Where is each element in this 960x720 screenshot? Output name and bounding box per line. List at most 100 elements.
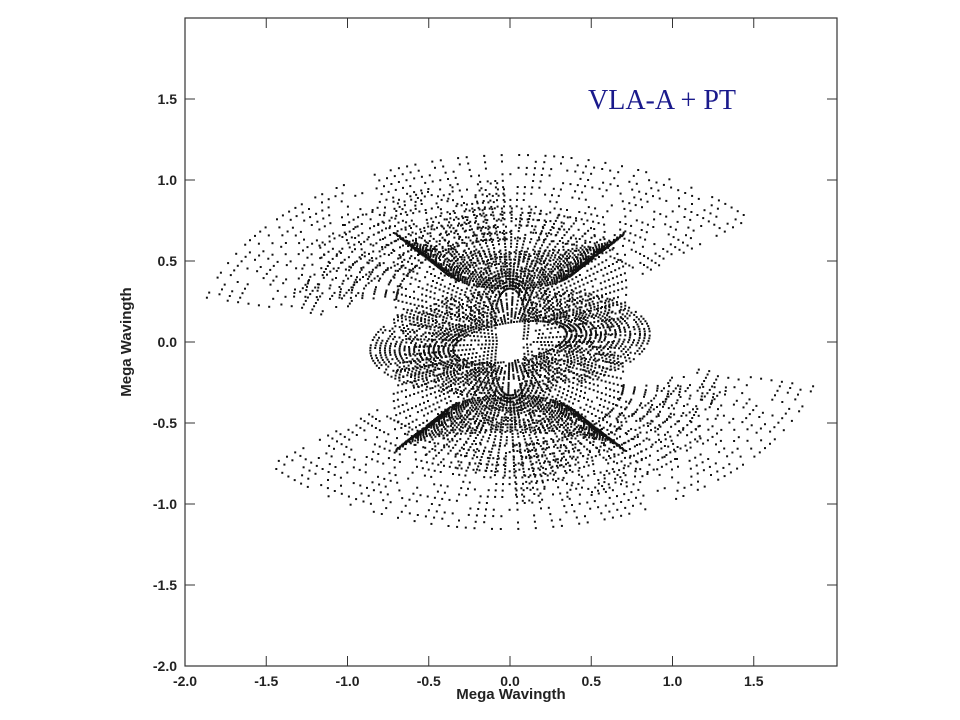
uv-point — [476, 410, 478, 413]
uv-point — [588, 345, 591, 348]
uv-point — [574, 413, 577, 415]
uv-point — [432, 457, 435, 460]
uv-point — [413, 393, 416, 395]
uv-point — [597, 325, 600, 327]
uv-point — [575, 270, 578, 273]
uv-point — [535, 291, 538, 294]
uv-point — [575, 393, 577, 396]
uv-point — [417, 338, 420, 341]
uv-point — [441, 295, 444, 298]
uv-point — [589, 328, 592, 331]
uv-point — [462, 406, 465, 408]
uv-point — [418, 424, 421, 427]
uv-point — [637, 339, 640, 342]
uv-point — [495, 304, 498, 307]
uv-point — [475, 248, 478, 251]
uv-point — [477, 251, 480, 254]
uv-point — [633, 339, 635, 342]
uv-point — [459, 417, 462, 420]
uv-point — [489, 234, 492, 237]
uv-point — [386, 373, 389, 376]
uv-point — [521, 392, 524, 395]
uv-point — [486, 362, 489, 365]
uv-point — [476, 273, 479, 276]
uv-point — [400, 293, 403, 296]
uv-point — [597, 263, 600, 266]
uv-point — [580, 419, 583, 422]
uv-point — [421, 372, 424, 375]
uv-point — [573, 358, 576, 361]
uv-point — [495, 346, 498, 349]
uv-point — [490, 430, 493, 433]
uv-point — [446, 292, 449, 294]
uv-point — [411, 428, 414, 431]
uv-point — [612, 304, 615, 307]
uv-point — [451, 375, 454, 378]
uv-point — [585, 403, 588, 406]
uv-point — [540, 263, 543, 266]
uv-point — [461, 239, 464, 241]
uv-point — [478, 373, 481, 375]
uv-point — [553, 424, 556, 427]
uv-point — [578, 418, 580, 421]
uv-point — [516, 268, 519, 271]
uv-point — [526, 373, 529, 376]
uv-point — [583, 328, 586, 331]
uv-point — [460, 267, 463, 270]
uv-point — [528, 434, 531, 437]
uv-point — [378, 361, 381, 364]
uv-point — [441, 268, 444, 271]
uv-point — [519, 384, 522, 387]
uv-point — [586, 320, 589, 323]
uv-point — [604, 329, 607, 332]
uv-point — [504, 270, 507, 273]
uv-point — [498, 376, 501, 379]
uv-point — [496, 369, 499, 372]
uv-point — [579, 328, 582, 330]
uv-point — [489, 394, 492, 396]
uv-point — [617, 325, 620, 327]
uv-point — [554, 274, 557, 277]
uv-point — [484, 263, 487, 266]
uv-point — [572, 234, 575, 237]
uv-point — [414, 310, 417, 313]
uv-point — [459, 393, 462, 395]
uv-point — [421, 299, 424, 302]
uv-point — [567, 407, 570, 410]
uv-point — [501, 402, 504, 405]
uv-point — [490, 369, 493, 372]
uv-point — [452, 378, 455, 381]
uv-point — [638, 334, 641, 337]
uv-point — [455, 404, 458, 407]
uv-point — [417, 286, 420, 288]
uv-point — [487, 332, 490, 335]
uv-point — [508, 370, 510, 373]
uv-point — [561, 254, 564, 257]
uv-point — [463, 280, 466, 283]
uv-point — [586, 367, 589, 370]
uv-point — [612, 403, 615, 405]
uv-point — [475, 271, 478, 274]
uv-point — [556, 312, 559, 315]
uv-point — [415, 405, 417, 408]
uv-point — [589, 304, 592, 307]
uv-point — [459, 412, 462, 415]
uv-point — [517, 284, 520, 287]
uv-point — [461, 391, 464, 394]
uv-point — [506, 268, 509, 271]
uv-point — [483, 404, 486, 407]
uv-point — [548, 360, 551, 363]
uv-point — [604, 299, 607, 302]
uv-point — [585, 313, 588, 316]
uv-point — [462, 380, 465, 383]
uv-point — [417, 376, 420, 379]
uv-point — [495, 418, 498, 421]
uv-point — [539, 310, 542, 313]
uv-point — [462, 389, 465, 392]
uv-point — [483, 328, 485, 331]
uv-point — [466, 399, 469, 402]
uv-point — [518, 399, 521, 402]
uv-point — [466, 219, 469, 221]
uv-point — [423, 318, 426, 321]
uv-point — [585, 438, 588, 441]
